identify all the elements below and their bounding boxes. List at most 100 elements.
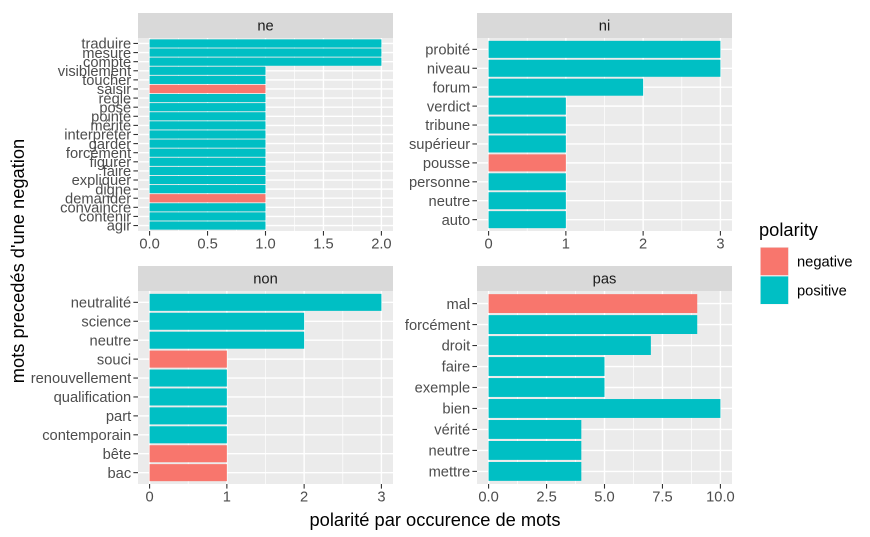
y-tick-label-niveau: niveau	[427, 61, 470, 77]
bar-ne-compte-positive	[149, 57, 382, 66]
bar-pas-verite-positive	[488, 420, 582, 439]
bar-ne-visiblement-positive	[149, 66, 266, 75]
y-tick-label-visiblement: visiblement	[58, 64, 131, 80]
x-tick-label: 0.5	[197, 237, 217, 253]
bar-ne-agir-positive	[149, 221, 266, 230]
facet-label: ni	[599, 19, 610, 35]
bar-ni-pousse-negative	[488, 154, 566, 172]
y-axis-title: mots precedés d'une negation	[7, 139, 28, 383]
x-tick-label: 0	[485, 237, 493, 253]
y-tick-label-contemporain: contemporain	[42, 428, 131, 444]
bar-pas-mal-negative	[488, 294, 698, 314]
y-tick-label-renouvellement: renouvellement	[31, 371, 131, 387]
bar-ne-digne-positive	[149, 185, 266, 194]
y-tick-label-digne: digne	[95, 182, 131, 198]
bar-non-souci-negative	[149, 350, 227, 368]
x-tick-label: 5.0	[594, 490, 614, 506]
y-tick-label-qualification: qualification	[54, 390, 132, 406]
legend-key-negative	[760, 247, 789, 276]
bar-ne-convaincre-positive	[149, 203, 266, 212]
bar-non-neutre-positive	[149, 331, 305, 349]
bar-ni-tribune-positive	[488, 116, 566, 134]
bar-non-science-positive	[149, 312, 305, 330]
y-tick-label-exemple: exemple	[415, 381, 471, 397]
y-tick-label-bete: bête	[103, 447, 132, 463]
bar-pas-neutre-positive	[488, 440, 582, 460]
bar-ne-expliquer-positive	[149, 175, 266, 185]
bar-ni-auto-positive	[488, 211, 566, 229]
y-tick-label-droit: droit	[442, 339, 471, 355]
facet-strip	[138, 266, 393, 291]
x-tick-label: 1.0	[255, 237, 275, 253]
bar-non-part-positive	[149, 407, 227, 425]
x-tick-label: 0	[146, 490, 154, 506]
facet-panel-ni: ni probité niveau forum verdict tribune supéri…	[409, 13, 732, 253]
x-tick-label: 3	[377, 490, 385, 506]
x-tick-label: 2	[300, 490, 308, 506]
bar-ne-saisir-negative	[149, 84, 266, 94]
y-tick-label-pousse: pousse	[423, 156, 470, 172]
y-tick-label-garder: garder	[89, 137, 132, 153]
x-tick-label: 2.0	[371, 237, 391, 253]
bar-non-neutralite-positive	[149, 293, 382, 311]
legend: polarity negative positive	[759, 219, 853, 305]
x-tick-label: 1	[223, 490, 231, 506]
bar-ni-superieur-positive	[488, 135, 566, 153]
x-tick-label: 2	[639, 237, 647, 253]
bar-ne-contenir-positive	[149, 212, 266, 221]
x-tick-label: 10.0	[706, 490, 735, 506]
facet-strip	[477, 266, 732, 291]
y-tick-label-faire: faire	[103, 164, 132, 180]
y-tick-label-mettre: mettre	[429, 465, 471, 481]
y-tick-label-convaincre: convaincre	[60, 201, 131, 217]
y-tick-label-forcement: forcément	[405, 318, 470, 334]
bar-pas-bien-positive	[488, 399, 721, 418]
x-tick-label: 0.0	[478, 490, 498, 506]
legend-item-negative: negative	[760, 247, 853, 276]
y-tick-label-saisir: saisir	[97, 82, 131, 98]
y-tick-label-neutre: neutre	[90, 333, 132, 349]
y-tick-label-bac: bac	[108, 466, 132, 482]
y-tick-label-demander: demander	[65, 191, 131, 207]
y-tick-label-figurer: figurer	[90, 155, 132, 171]
y-tick-label-faire: faire	[442, 360, 471, 376]
facet-strip	[138, 13, 393, 38]
bar-pas-exemple-positive	[488, 378, 605, 397]
bar-ni-niveau-positive	[488, 59, 721, 77]
bar-ne-demander-negative	[149, 194, 266, 203]
facet-label: ne	[257, 19, 273, 35]
x-axis-title: polarité par occurence de mots	[310, 509, 561, 530]
bar-ni-personne-positive	[488, 173, 566, 191]
y-tick-label-toucher: toucher	[82, 73, 131, 89]
legend-key-positive	[760, 276, 789, 304]
legend-label-negative: negative	[797, 255, 853, 271]
facet-panels: ne traduiremesurecomptevisiblementtoucher…	[31, 13, 735, 506]
y-tick-label-probite: probité	[425, 43, 470, 59]
y-tick-label-pointe: pointe	[91, 109, 131, 125]
legend-label-positive: positive	[797, 283, 847, 299]
facet-panel-ne: ne traduiremesurecomptevisiblementtoucher…	[58, 13, 393, 253]
y-tick-label-neutre: neutre	[429, 444, 471, 460]
bar-ne-regle-positive	[149, 93, 266, 103]
x-tick-label: 7.5	[652, 490, 672, 506]
y-tick-label-souci: souci	[97, 352, 131, 368]
y-tick-label-verdict: verdict	[427, 99, 470, 115]
y-tick-label-interpreter: interpréter	[64, 128, 131, 144]
y-tick-label-mesure: mesure	[82, 46, 131, 62]
y-tick-label-merite: mérite	[90, 119, 131, 135]
bar-pas-droit-positive	[488, 336, 651, 355]
y-tick-label-science: science	[81, 314, 131, 330]
facet-label: pas	[593, 272, 617, 288]
bar-ne-figurer-positive	[149, 157, 266, 166]
y-tick-label-agir: agir	[107, 219, 132, 235]
bar-ne-pointe-positive	[149, 112, 266, 121]
y-tick-label-auto: auto	[442, 213, 471, 229]
y-tick-label-neutre: neutre	[429, 194, 471, 210]
legend-item-positive: positive	[760, 275, 847, 305]
bar-ne-mesure-positive	[149, 48, 382, 57]
y-tick-label-traduire: traduire	[81, 37, 131, 53]
bar-ni-forum-positive	[488, 78, 644, 96]
facet-panel-non: non neutralité science neutre souci renouvell…	[31, 266, 393, 506]
bar-non-renouvellement-positive	[149, 369, 227, 387]
